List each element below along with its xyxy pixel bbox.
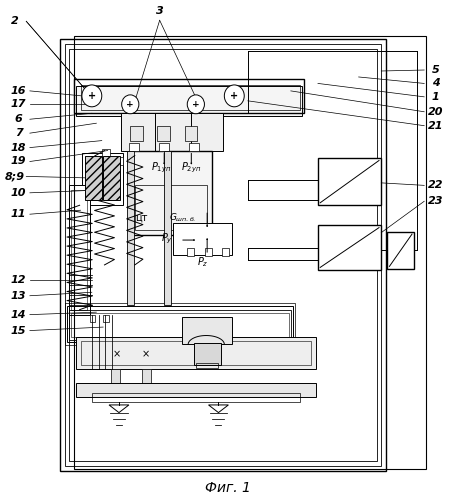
Bar xyxy=(82,153,122,205)
Text: Фиг. 1: Фиг. 1 xyxy=(205,480,250,494)
Bar xyxy=(76,86,302,116)
Bar xyxy=(102,149,110,158)
Text: ×: × xyxy=(142,350,150,360)
Bar xyxy=(205,248,212,256)
Circle shape xyxy=(121,95,139,114)
Bar xyxy=(193,343,221,365)
Circle shape xyxy=(82,85,102,107)
Text: 3: 3 xyxy=(156,6,163,16)
Text: цт: цт xyxy=(135,212,148,222)
Bar xyxy=(76,383,316,396)
Bar xyxy=(187,248,194,256)
Bar xyxy=(387,232,414,269)
Bar xyxy=(182,317,232,344)
Bar xyxy=(65,303,295,346)
Text: 5: 5 xyxy=(432,65,440,75)
Bar xyxy=(121,114,223,150)
Bar xyxy=(173,222,232,255)
Text: 12: 12 xyxy=(11,275,26,285)
Text: 11: 11 xyxy=(11,209,26,219)
Text: 19: 19 xyxy=(11,156,26,166)
Text: $G_{шп.б.}$: $G_{шп.б.}$ xyxy=(169,212,196,224)
Bar xyxy=(90,314,95,322)
Bar xyxy=(60,38,386,472)
Text: 1: 1 xyxy=(432,92,440,102)
Circle shape xyxy=(224,85,244,107)
Bar xyxy=(135,186,207,230)
Text: 7: 7 xyxy=(15,128,22,138)
Text: 23: 23 xyxy=(428,196,443,206)
Bar xyxy=(71,313,288,337)
Bar xyxy=(111,370,120,384)
Bar xyxy=(127,150,134,304)
Text: 13: 13 xyxy=(11,290,26,300)
Bar xyxy=(67,306,293,343)
Text: 17: 17 xyxy=(11,100,26,110)
Bar xyxy=(189,142,199,150)
Text: 6: 6 xyxy=(15,114,22,124)
Bar xyxy=(318,158,381,205)
Bar xyxy=(103,314,109,322)
Text: $P_{2уп}$: $P_{2уп}$ xyxy=(181,160,202,175)
Text: +: + xyxy=(88,91,96,101)
Bar xyxy=(142,370,151,384)
Text: $P_z$: $P_z$ xyxy=(197,255,208,269)
Text: 4: 4 xyxy=(432,78,440,88)
Bar xyxy=(130,126,143,140)
Bar xyxy=(222,248,229,256)
Bar xyxy=(130,150,212,235)
Text: 21: 21 xyxy=(428,120,443,130)
Bar xyxy=(81,342,311,365)
Bar xyxy=(185,126,197,140)
Text: 16: 16 xyxy=(11,86,26,96)
Text: 14: 14 xyxy=(11,310,26,320)
Bar xyxy=(74,80,304,114)
Bar xyxy=(164,150,172,304)
Bar xyxy=(76,337,316,370)
Bar xyxy=(74,36,426,469)
Circle shape xyxy=(187,95,204,114)
Bar xyxy=(196,363,218,368)
Text: 8;9: 8;9 xyxy=(5,172,25,181)
Text: 15: 15 xyxy=(11,326,26,336)
Text: 20: 20 xyxy=(428,107,443,117)
Bar xyxy=(69,48,377,462)
Text: 2: 2 xyxy=(11,16,19,26)
Text: 18: 18 xyxy=(11,142,26,152)
Text: 22: 22 xyxy=(428,180,443,190)
Bar xyxy=(71,190,87,310)
Text: +: + xyxy=(126,100,134,109)
Text: ×: × xyxy=(113,350,121,360)
Bar xyxy=(69,310,291,340)
Text: $P_{1уп}$: $P_{1уп}$ xyxy=(151,160,171,175)
Text: 10: 10 xyxy=(11,188,26,198)
Bar xyxy=(129,142,139,150)
Text: +: + xyxy=(230,91,238,101)
Text: $P_{у}$: $P_{у}$ xyxy=(161,232,173,246)
Bar xyxy=(159,142,169,150)
Bar xyxy=(81,85,300,110)
Bar xyxy=(65,44,381,467)
Bar xyxy=(103,156,120,200)
Bar xyxy=(92,392,300,402)
Bar xyxy=(157,126,170,140)
Bar xyxy=(115,156,123,166)
Bar xyxy=(85,156,102,200)
Text: +: + xyxy=(192,100,200,109)
Bar xyxy=(69,186,90,314)
Bar xyxy=(318,225,381,270)
